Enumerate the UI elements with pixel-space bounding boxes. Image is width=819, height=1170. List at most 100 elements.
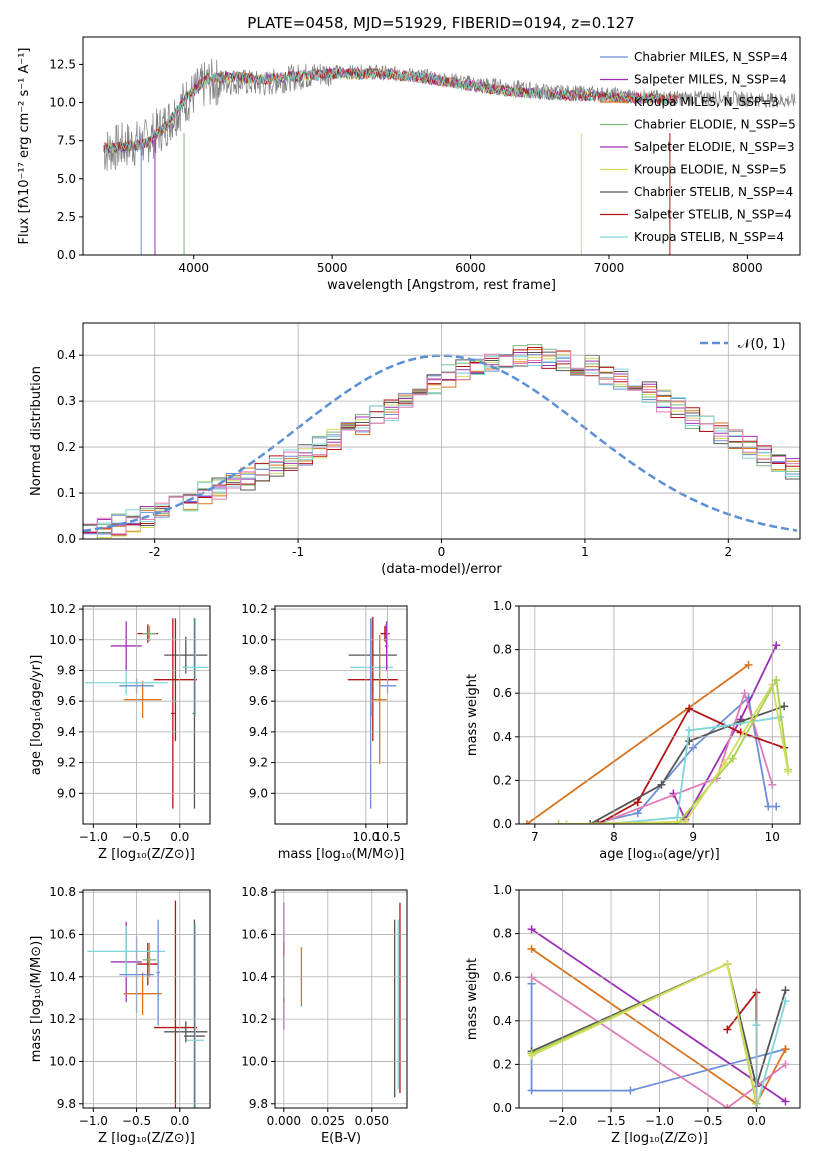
y-tick-label: 1.0	[493, 599, 512, 613]
x-axis-label: (data-model)/error	[381, 562, 502, 577]
axes-frame	[82, 36, 801, 256]
model-spectrum-line	[103, 67, 678, 152]
y-tick-label: 0.6	[493, 970, 512, 984]
weight-marker	[781, 1097, 790, 1106]
x-tick-label: 10.0	[353, 830, 380, 844]
weight-series-line	[589, 695, 777, 824]
errorbar-point	[347, 618, 398, 742]
plot-area-mass-vs-ebv	[283, 902, 401, 1098]
weight-marker	[720, 721, 729, 730]
x-tick-label: −0.5	[122, 830, 151, 844]
y-tick-label: 10.6	[241, 927, 268, 941]
weight-marker	[657, 780, 666, 789]
x-tick-label: 10.5	[374, 830, 401, 844]
y-tick-label: 10.0	[49, 96, 76, 110]
errorbar-point	[349, 618, 394, 717]
x-tick-label: 2	[724, 545, 732, 559]
x-tick-label: 0.050	[355, 1114, 389, 1128]
histogram-steps	[83, 353, 800, 535]
axes-frame	[82, 889, 211, 1109]
y-tick-label: 0.0	[493, 817, 512, 831]
errorbar-point	[137, 942, 159, 986]
weight-series-line	[726, 989, 758, 1108]
weight-marker	[527, 1086, 536, 1095]
y-axis-label: age [log₁₀(age/yr)]	[29, 655, 44, 776]
histogram-steps	[83, 349, 800, 535]
y-tick-label: 9.2	[57, 756, 76, 770]
weight-series-line	[531, 962, 758, 1104]
y-tick-label: 0.4	[493, 730, 512, 744]
weight-marker	[723, 1104, 732, 1108]
x-tick-label: −0.5	[122, 1114, 151, 1128]
gaussian-curve	[83, 354, 798, 533]
y-axis-label: mass [log₁₀(M/M⊙)]	[29, 936, 44, 1063]
y-axis-label: mass weight	[465, 674, 480, 756]
x-tick-label: 9	[689, 830, 697, 844]
y-tick-label: 0.0	[57, 532, 76, 546]
x-axis-label: age [log₁₀(age/yr)]	[599, 847, 720, 862]
x-tick-label: 6000	[455, 261, 486, 275]
weight-marker	[772, 676, 781, 685]
x-tick-label: 0	[438, 545, 446, 559]
histogram-steps	[83, 355, 800, 539]
errorbar-point	[372, 635, 387, 765]
errorbar-point	[110, 621, 142, 671]
weight-marker	[685, 704, 694, 713]
legend-label: Kroupa MILES, N_SSP=3	[634, 95, 779, 109]
y-tick-label: 10.0	[49, 633, 76, 647]
weight-marker	[728, 754, 737, 763]
weight-marker	[586, 820, 595, 824]
weight-marker	[554, 820, 563, 824]
x-tick-label: 8000	[732, 261, 763, 275]
y-tick-label: 9.0	[57, 786, 76, 800]
errorbar-point	[369, 618, 372, 809]
y-tick-label: 9.8	[249, 663, 268, 677]
y-tick-label: 10.0	[241, 1054, 268, 1068]
model-spectrum-line	[103, 66, 678, 154]
errorbar-point	[123, 972, 162, 1015]
y-tick-label: 10.2	[49, 1012, 76, 1026]
weight-marker	[685, 737, 694, 746]
y-tick-label: 9.2	[249, 756, 268, 770]
errorbar-point	[156, 919, 160, 1026]
errorbar-point	[184, 919, 205, 1108]
figure-title: PLATE=0458, MJD=51929, FIBERID=0194, z=0…	[247, 14, 634, 32]
errorbar-point	[380, 625, 390, 642]
x-tick-label: −1.0	[79, 830, 108, 844]
x-tick-label: 10	[765, 830, 780, 844]
y-tick-label: 9.6	[249, 694, 268, 708]
weight-marker	[784, 767, 793, 776]
plot-area-age-vs-Z	[84, 618, 209, 809]
y-tick-label: 0.0	[493, 1101, 512, 1115]
panel-mass-vs-ebv: 0.000 0.025 0.050 9.8 10.0 10.2 10.4 10.6 10.8 E(…	[241, 885, 408, 1146]
panel-residuals: 𝒩(0, 1) -2 -1 0 1 2 0.0 0.1 0.2 0.3 0.4 (data-model…	[29, 322, 801, 577]
x-tick-label: 8	[610, 830, 618, 844]
legend-label: 𝒩(0, 1)	[738, 337, 785, 352]
x-axis-label: Z [log₁₀(Z/Z⊙)]	[611, 1131, 708, 1146]
y-tick-label: 0.6	[493, 686, 512, 700]
legend-label: Kroupa ELODIE, N_SSP=5	[634, 163, 787, 177]
errorbar-point	[142, 942, 157, 977]
x-tick-label: −2.0	[548, 1114, 577, 1128]
x-tick-label: 0.0	[170, 1114, 189, 1128]
errorbar-point	[186, 923, 204, 1108]
errorbar-point	[153, 900, 198, 1108]
axes-frame	[274, 605, 408, 825]
y-tick-label: 7.5	[57, 134, 76, 148]
weight-marker	[781, 1045, 790, 1054]
y-tick-label: 0.1	[57, 486, 76, 500]
plot-area-weight-vs-Z	[527, 925, 790, 1108]
weight-marker	[780, 702, 789, 711]
weight-series-line	[531, 962, 787, 1090]
y-tick-label: 10.0	[241, 633, 268, 647]
y-tick-label: 9.8	[57, 663, 76, 677]
errorbar-point	[153, 618, 198, 742]
y-tick-label: 10.0	[49, 1054, 76, 1068]
errorbar-point	[164, 1021, 208, 1043]
plot-area-weight-vs-age	[522, 641, 793, 824]
panel-spectrum: Chabrier MILES, N_SSP=4 Salpeter MILES, N…	[17, 36, 801, 293]
weight-marker	[723, 960, 732, 969]
y-tick-label: 9.0	[249, 786, 268, 800]
y-tick-label: 1.0	[493, 883, 512, 897]
y-tick-label: 0.2	[493, 1057, 512, 1071]
